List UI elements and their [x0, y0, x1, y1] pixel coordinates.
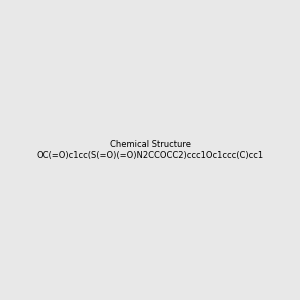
Text: Chemical Structure
OC(=O)c1cc(S(=O)(=O)N2CCOCC2)ccc1Oc1ccc(C)cc1: Chemical Structure OC(=O)c1cc(S(=O)(=O)N… [36, 140, 264, 160]
